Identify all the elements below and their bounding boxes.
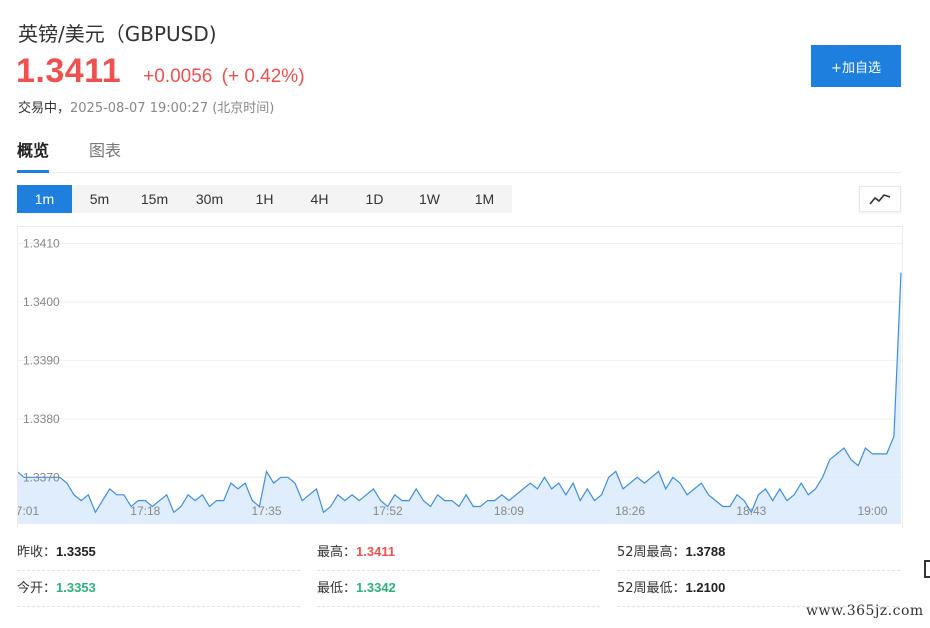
change-value: +0.0056 (143, 66, 213, 87)
tab-chart[interactable]: 图表 (89, 141, 122, 160)
y-tick-label: 1.3400 (23, 295, 60, 309)
trading-status: 交易中，2025-08-07 19:00:27 (北京时间) (18, 97, 274, 116)
interval-30m[interactable]: 30m (195, 191, 224, 207)
x-tick-label: 19:00 (857, 504, 887, 518)
stat-high: 最高：1.3411 (317, 537, 600, 571)
status-label: 交易中， (18, 101, 71, 116)
x-tick-label: 17:18 (130, 504, 160, 518)
y-tick-label: 1.3390 (23, 353, 60, 367)
x-tick-label: 18:09 (494, 504, 524, 518)
side-panel-icon[interactable] (924, 560, 930, 578)
x-tick-label: 18:26 (615, 504, 645, 518)
interval-15m[interactable]: 15m (140, 191, 169, 207)
stat-label: 最高： (317, 545, 357, 560)
interval-1d[interactable]: 1D (365, 191, 384, 207)
stat-label: 今开： (17, 581, 57, 596)
add-to-watchlist-button[interactable]: +加自选 (811, 45, 901, 87)
stat-value: 1.3788 (685, 544, 726, 559)
x-tick-label: 18:43 (736, 504, 766, 518)
x-tick-label: 17:35 (252, 504, 282, 518)
stat-52w-low: 52周最低：1.2100 (617, 573, 900, 607)
interval-4h[interactable]: 4H (310, 191, 329, 207)
stat-value: 1.3342 (356, 580, 396, 595)
stat-low: 最低：1.3342 (317, 573, 600, 607)
chart-x-ticks: 17:01 17:18 17:35 17:52 18:09 18:26 18:43 19:00 (17, 504, 888, 518)
change-percent: (+ 0.42%) (221, 66, 305, 87)
current-price: 1.3411 (16, 52, 122, 90)
x-tick-label: 17:01 (17, 504, 39, 518)
stat-label: 52周最高： (617, 545, 686, 560)
tab-bar: 概览 图表 (17, 140, 901, 173)
stat-value: 1.2100 (685, 580, 726, 595)
chart-type-button[interactable] (859, 186, 901, 212)
chart-area (17, 272, 902, 524)
price-row: 1.3411 +0.0056 (+ 0.42%) (16, 52, 305, 91)
line-chart-icon (869, 194, 891, 205)
stat-value: 1.3355 (56, 544, 96, 559)
price-area-fill (17, 272, 901, 524)
price-change: +0.0056 (+ 0.42%) (143, 66, 304, 88)
watermark: www.365jz.com (806, 603, 924, 619)
stat-label: 昨收： (17, 545, 57, 560)
stat-value: 1.3411 (356, 544, 396, 559)
stat-label: 最低： (317, 581, 357, 596)
page-title: 英镑/美元（GBPUSD) (18, 22, 217, 46)
interval-5m[interactable]: 5m (89, 191, 110, 207)
interval-selector: 1m 5m 15m 30m 1H 4H 1D 1W 1M (17, 185, 512, 213)
status-timestamp: 2025-08-07 19:00:27 (70, 101, 209, 116)
interval-1h[interactable]: 1H (255, 191, 274, 207)
stat-prev-close: 昨收：1.3355 (17, 537, 300, 571)
y-tick-label: 1.3380 (23, 412, 60, 426)
interval-1w[interactable]: 1W (419, 191, 440, 207)
chart-gridlines (17, 243, 903, 478)
stat-open: 今开：1.3353 (17, 573, 300, 607)
stat-value: 1.3353 (56, 580, 96, 595)
tab-overview[interactable]: 概览 (17, 140, 50, 173)
interval-1mo[interactable]: 1M (474, 191, 495, 207)
y-tick-label: 1.3410 (23, 237, 60, 251)
interval-1m[interactable]: 1m (17, 185, 72, 213)
stat-52w-high: 52周最高：1.3788 (617, 537, 900, 571)
stat-label: 52周最低： (617, 581, 686, 596)
x-tick-label: 17:52 (373, 504, 403, 518)
price-series-line (17, 272, 902, 514)
status-timezone: (北京时间) (212, 101, 275, 116)
y-tick-label: 1.3370 (23, 470, 60, 484)
